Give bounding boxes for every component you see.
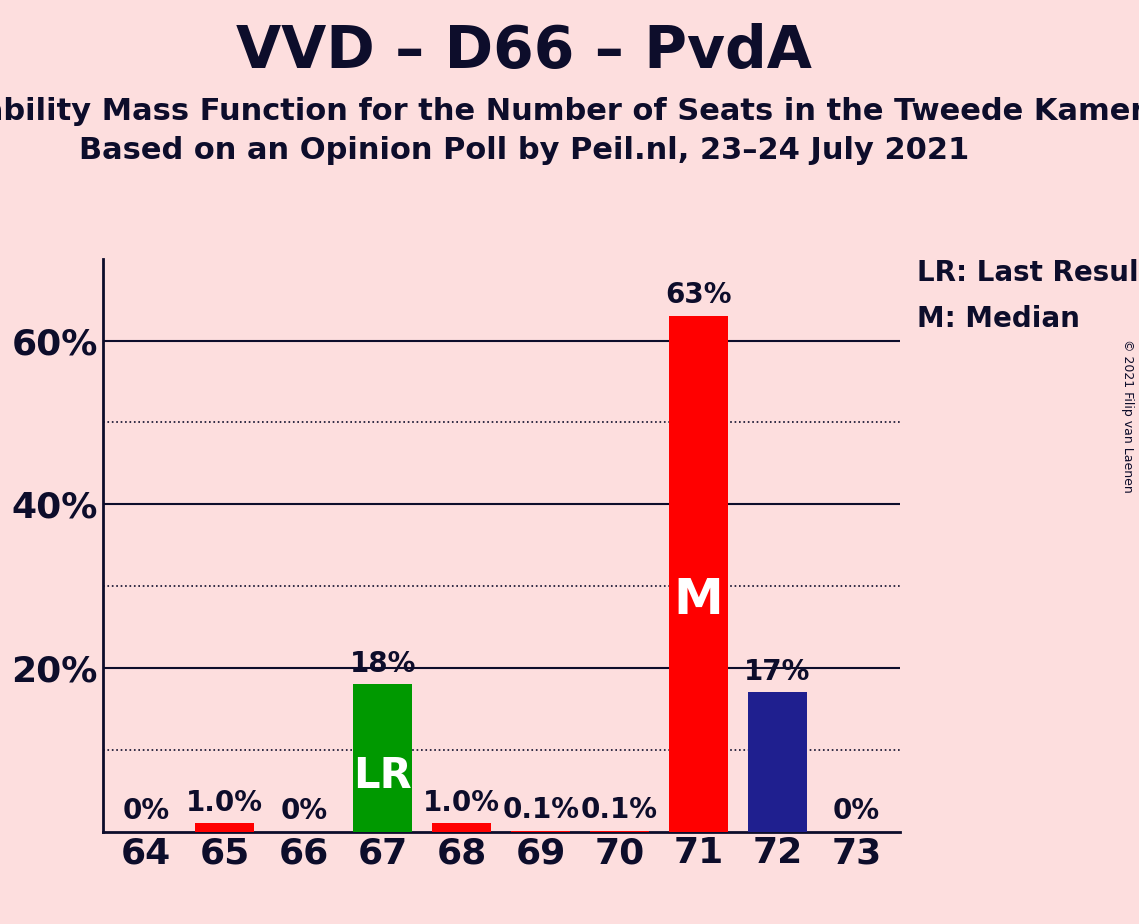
- Text: 1.0%: 1.0%: [187, 789, 263, 817]
- Text: M: Median: M: Median: [917, 305, 1080, 333]
- Bar: [432, 823, 491, 832]
- Text: 0%: 0%: [280, 797, 327, 825]
- Text: 0%: 0%: [122, 797, 170, 825]
- Text: M: M: [673, 576, 723, 624]
- Text: 17%: 17%: [744, 658, 811, 686]
- Text: Probability Mass Function for the Number of Seats in the Tweede Kamer: Probability Mass Function for the Number…: [0, 97, 1139, 126]
- Text: 63%: 63%: [665, 282, 731, 310]
- Text: © 2021 Filip van Laenen: © 2021 Filip van Laenen: [1121, 339, 1134, 492]
- Text: LR: LR: [353, 755, 412, 796]
- Bar: [669, 316, 728, 832]
- Bar: [195, 823, 254, 832]
- Text: 1.0%: 1.0%: [424, 789, 500, 817]
- Text: 18%: 18%: [350, 650, 416, 677]
- Text: 0.1%: 0.1%: [502, 796, 579, 824]
- Bar: [748, 692, 808, 832]
- Text: VVD – D66 – PvdA: VVD – D66 – PvdA: [236, 23, 812, 80]
- Bar: [353, 685, 412, 832]
- Text: Based on an Opinion Poll by Peil.nl, 23–24 July 2021: Based on an Opinion Poll by Peil.nl, 23–…: [79, 136, 969, 164]
- Text: 0.1%: 0.1%: [581, 796, 658, 824]
- Text: 0%: 0%: [833, 797, 880, 825]
- Text: LR: Last Result: LR: Last Result: [917, 259, 1139, 286]
